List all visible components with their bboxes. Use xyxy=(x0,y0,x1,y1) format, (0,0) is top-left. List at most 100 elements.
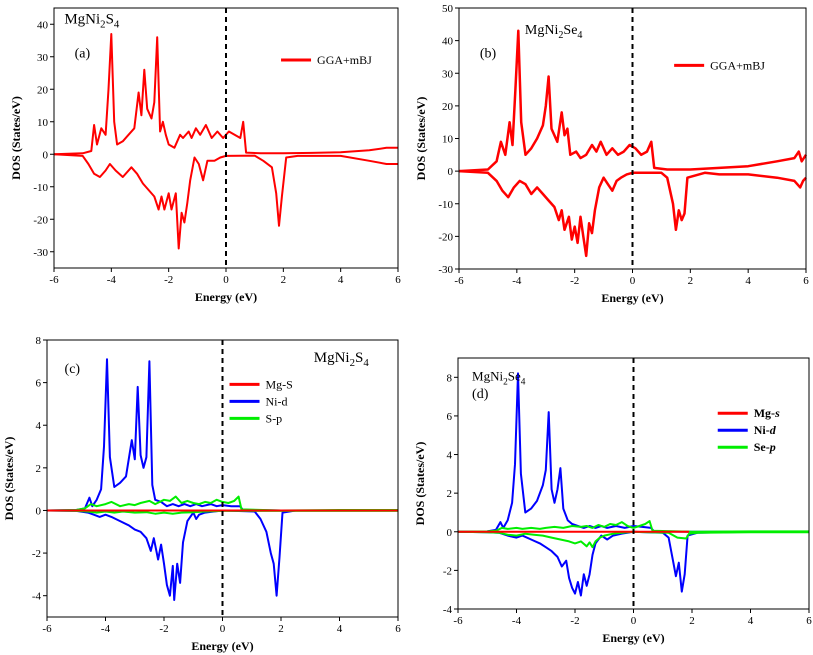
material-text: MgNi xyxy=(472,369,503,384)
legend-entry: Se-p xyxy=(754,440,776,454)
y-tick-label: 40 xyxy=(37,19,49,31)
y-tick-label: -20 xyxy=(438,231,453,243)
y-tick-label: 30 xyxy=(37,52,49,64)
legend-entry: GGA+mBJ xyxy=(317,53,372,67)
x-tick-label: -4 xyxy=(101,623,111,635)
panel-tag: (c) xyxy=(65,362,81,377)
x-tick-label: -4 xyxy=(107,274,117,286)
x-tick-label: -2 xyxy=(164,274,173,286)
legend: Mg-S Ni-d S-p xyxy=(229,377,293,425)
y-tick-label: 30 xyxy=(442,68,454,80)
y-tick-label: 10 xyxy=(442,134,454,146)
y-tick-label: 0 xyxy=(43,149,49,161)
y-tick-label: -4 xyxy=(443,604,453,616)
series-line-ni-d xyxy=(457,372,809,533)
legend-entry-text: Mg- xyxy=(754,406,775,420)
legend-entry-orbital: d xyxy=(770,423,777,437)
y-tick-label: 8 xyxy=(447,372,453,384)
y-tick-label: 20 xyxy=(442,101,454,113)
material-text: S xyxy=(106,12,114,28)
legend-entry-orbital: s xyxy=(774,406,780,420)
material-subscript: 4 xyxy=(521,378,526,388)
material-label: MgNi2Se4 xyxy=(525,23,583,41)
y-tick-label: -10 xyxy=(438,199,453,211)
x-tick-label: 0 xyxy=(223,274,229,286)
x-tick-label: 6 xyxy=(806,615,812,627)
x-tick-label: 2 xyxy=(278,623,284,635)
y-axis-label: DOS (States/eV) xyxy=(2,437,16,521)
series-line-ni-d-down xyxy=(46,509,398,601)
panel-tag: (d) xyxy=(472,387,489,402)
material-text: S xyxy=(355,350,363,366)
x-tick-label: 4 xyxy=(748,615,754,627)
y-tick-label: 0 xyxy=(448,166,454,178)
y-tick-label: 10 xyxy=(37,117,49,129)
legend-entry-orbital: p xyxy=(769,440,776,454)
x-axis-label: Energy (eV) xyxy=(191,639,253,653)
legend: GGA+mBJ xyxy=(281,53,372,67)
material-subscript: 2 xyxy=(558,30,563,41)
x-tick-label: -6 xyxy=(453,615,463,627)
x-tick-label: 0 xyxy=(631,615,637,627)
x-tick-label: 4 xyxy=(338,274,344,286)
y-tick-label: -20 xyxy=(33,214,48,226)
material-label: MgNi2S4 xyxy=(314,350,370,369)
x-tick-label: 4 xyxy=(745,275,751,287)
x-tick-label: 2 xyxy=(281,274,287,286)
x-tick-label: -6 xyxy=(49,274,59,286)
material-text: Se xyxy=(563,23,577,38)
series-line-s-p xyxy=(46,495,398,512)
x-tick-label: -2 xyxy=(570,275,579,287)
material-text: MgNi xyxy=(314,350,350,366)
legend: Mg-sNi-dSe-p xyxy=(717,406,780,454)
x-axis-label: Energy (eV) xyxy=(601,291,663,305)
legend: GGA+mBJ xyxy=(674,58,765,72)
material-subscript: 4 xyxy=(577,30,582,41)
x-tick-label: 2 xyxy=(689,615,695,627)
material-label: MgNi2Se4 xyxy=(472,369,526,388)
y-tick-label: -2 xyxy=(32,548,41,560)
legend-entry: S-p xyxy=(266,411,283,425)
material-subscript: 2 xyxy=(350,357,355,369)
y-tick-label: 6 xyxy=(447,411,453,423)
legend-entry-text: Ni- xyxy=(754,423,770,437)
x-tick-label: 6 xyxy=(803,275,809,287)
panel-tag: (a) xyxy=(75,46,91,61)
y-tick-label: 8 xyxy=(36,335,42,347)
y-tick-label: -2 xyxy=(443,565,452,577)
series-line-gga-mbj xyxy=(458,29,808,173)
legend-entry: GGA+mBJ xyxy=(710,58,765,72)
series-line-spin-down xyxy=(458,169,807,258)
x-tick-label: 6 xyxy=(395,274,401,286)
x-axis-label: Energy (eV) xyxy=(602,631,664,645)
material-text: Se xyxy=(508,369,521,384)
y-tick-label: 6 xyxy=(36,378,42,390)
x-tick-label: 2 xyxy=(688,275,694,287)
y-tick-label: 2 xyxy=(36,463,42,475)
y-tick-label: 2 xyxy=(447,488,453,500)
legend-entry: Mg-S xyxy=(266,377,293,391)
x-tick-label: -2 xyxy=(570,615,579,627)
x-tick-label: -4 xyxy=(512,275,522,287)
y-tick-label: -30 xyxy=(438,264,453,276)
material-subscript: 2 xyxy=(100,19,105,31)
material-label: MgNi2S4 xyxy=(64,12,120,31)
y-tick-label: 4 xyxy=(447,450,453,462)
material-subscript: 4 xyxy=(114,19,120,31)
x-tick-label: 4 xyxy=(337,623,343,635)
y-tick-label: 0 xyxy=(36,505,42,517)
y-tick-label: -10 xyxy=(33,182,48,194)
material-text: MgNi xyxy=(525,23,559,38)
x-tick-label: -6 xyxy=(454,275,464,287)
series-line-se-p xyxy=(457,520,809,533)
x-tick-label: 6 xyxy=(395,623,401,635)
x-tick-label: -2 xyxy=(159,623,168,635)
series-line-gga-mbj xyxy=(53,33,398,156)
x-tick-label: 0 xyxy=(220,623,226,635)
legend-entry-text: Se- xyxy=(754,440,770,454)
y-tick-label: 4 xyxy=(36,420,42,432)
series-line-ni-d xyxy=(46,358,398,512)
